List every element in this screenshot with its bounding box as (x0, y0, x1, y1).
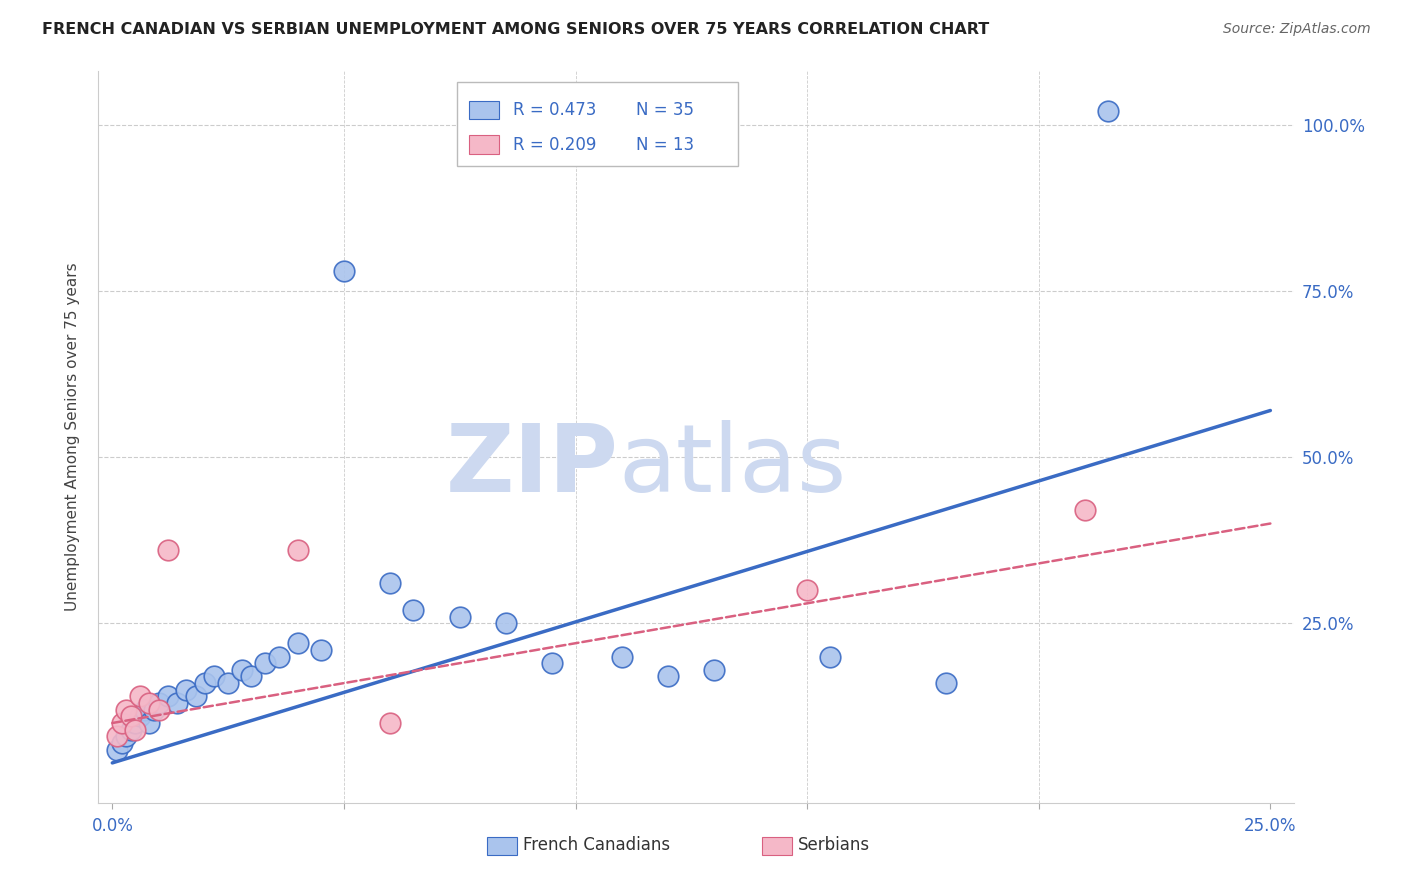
Point (610, 649, 633, 664)
Point (184, 690, 207, 704)
Point (1097, 104, 1119, 119)
Text: N = 13: N = 13 (637, 136, 695, 153)
Point (287, 636, 309, 650)
Point (156, 690, 179, 704)
Point (138, 696, 160, 710)
Point (267, 649, 290, 664)
Point (124, 723, 146, 737)
Point (796, 582, 818, 597)
Point (105, 742, 128, 756)
Point (148, 696, 170, 710)
Point (402, 603, 425, 617)
Point (194, 676, 217, 690)
FancyBboxPatch shape (470, 136, 499, 153)
Point (449, 609, 471, 624)
Point (820, 649, 842, 664)
Point (129, 709, 152, 723)
Point (309, 643, 332, 657)
Point (657, 669, 679, 683)
Point (240, 669, 263, 683)
FancyBboxPatch shape (762, 838, 792, 855)
Point (380, 576, 402, 591)
Point (202, 669, 225, 683)
Text: FRENCH CANADIAN VS SERBIAN UNEMPLOYMENT AMONG SENIORS OVER 75 YEARS CORRELATION : FRENCH CANADIAN VS SERBIAN UNEMPLOYMENT … (42, 22, 990, 37)
FancyBboxPatch shape (470, 101, 499, 120)
Text: R = 0.473: R = 0.473 (513, 101, 596, 120)
Point (156, 543, 179, 558)
Text: N = 35: N = 35 (637, 101, 695, 120)
Point (120, 709, 142, 723)
Point (110, 736, 132, 750)
Point (495, 616, 517, 631)
Point (124, 716, 146, 731)
Point (120, 723, 142, 737)
Y-axis label: Unemployment Among Seniors over 75 years: Unemployment Among Seniors over 75 years (65, 263, 80, 611)
Point (110, 716, 132, 731)
Point (134, 703, 156, 717)
Point (1074, 503, 1097, 517)
Point (380, 716, 402, 731)
Text: atlas: atlas (619, 420, 846, 512)
FancyBboxPatch shape (457, 82, 738, 167)
Point (935, 676, 957, 690)
Point (231, 663, 253, 677)
Point (143, 703, 166, 717)
Point (138, 716, 160, 731)
Point (129, 690, 152, 704)
Text: Serbians: Serbians (797, 836, 870, 855)
Point (703, 663, 725, 677)
Point (541, 656, 564, 670)
Point (115, 703, 138, 717)
Point (166, 696, 188, 710)
Text: Source: ZipAtlas.com: Source: ZipAtlas.com (1223, 22, 1371, 37)
Point (333, 264, 356, 278)
Text: R = 0.209: R = 0.209 (513, 136, 596, 153)
Point (287, 543, 309, 558)
Point (254, 656, 277, 670)
Point (115, 729, 138, 743)
Text: ZIP: ZIP (446, 420, 619, 512)
Text: French Canadians: French Canadians (523, 836, 669, 855)
Point (217, 676, 239, 690)
Point (148, 703, 170, 717)
Point (176, 682, 198, 697)
FancyBboxPatch shape (486, 838, 517, 855)
Point (105, 729, 128, 743)
